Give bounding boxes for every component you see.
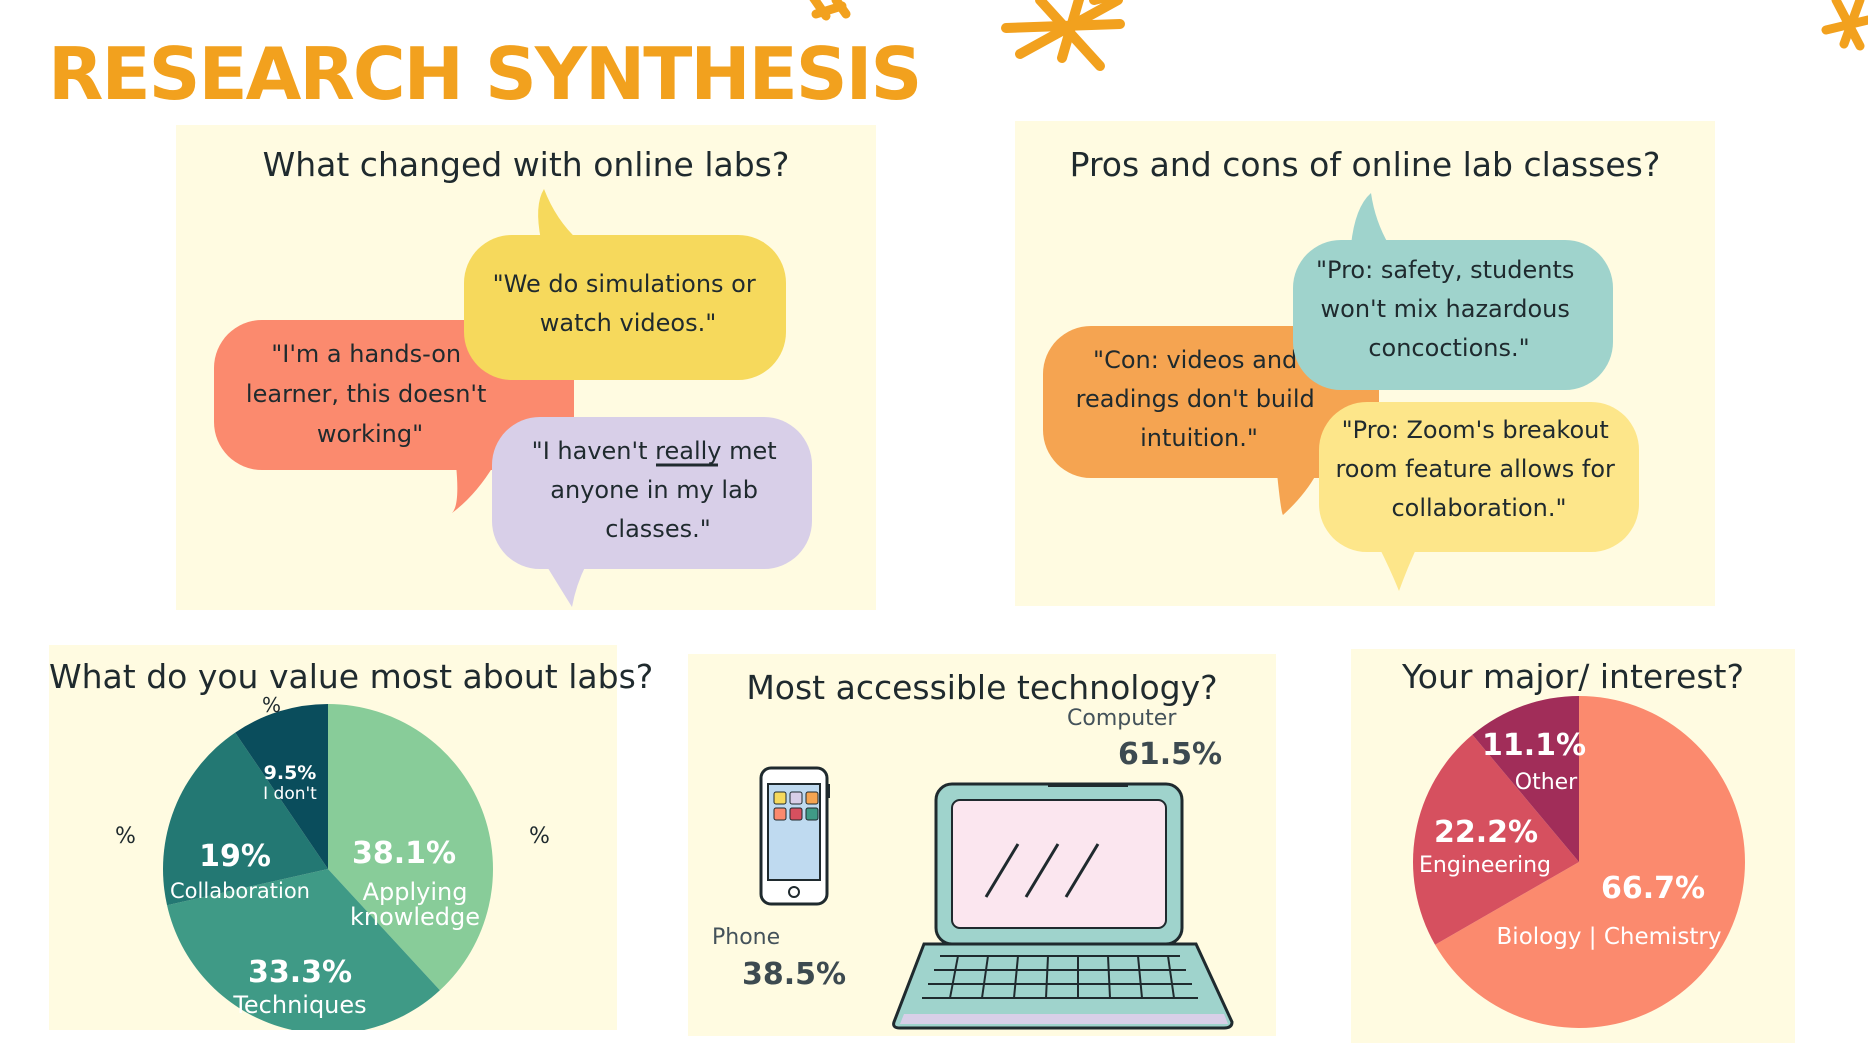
quote-line: "Con: videos and	[1093, 346, 1297, 374]
star-icon	[809, 0, 851, 21]
quote-line: "I haven't really met	[532, 437, 777, 465]
pie-category-label: Applying	[363, 878, 468, 906]
pros-cons-panel: Pros and cons of online lab classes? "Co…	[1015, 121, 1715, 606]
pie-slice	[167, 869, 440, 1030]
speech-bubble-pro-zoom: "Pro: Zoom's breakout room feature allow…	[1319, 402, 1639, 591]
quote-line: classes."	[605, 515, 711, 543]
values-pie-title: What do you value most about labs?	[49, 657, 654, 696]
star-icon	[1821, 0, 1868, 51]
quote-line: "We do simulations or	[493, 270, 756, 298]
pie-value-label: 19%	[199, 839, 271, 874]
stray-percent-label: %	[115, 824, 136, 849]
speech-bubble-pro-safety: "Pro: safety, students won't mix hazardo…	[1293, 193, 1613, 390]
pie-category-label: I don't	[263, 784, 317, 804]
stray-percent-label: %	[262, 693, 281, 717]
pie-category-label: Techniques	[232, 991, 366, 1019]
pie-category-label: Other	[1515, 770, 1578, 795]
pie-value-label: 38.1%	[352, 836, 456, 871]
quote-line: working"	[317, 420, 423, 448]
pie-value-label: 9.5%	[264, 762, 317, 784]
phone-icon	[759, 766, 830, 906]
svg-text:"Pro: safety, students: "Pro: safety, students won't mix hazardo…	[1316, 256, 1582, 362]
speech-bubble-simulations: "We do simulations or watch videos."	[464, 189, 786, 380]
pie-category-label: knowledge	[350, 903, 480, 931]
phone-value: 38.5%	[742, 957, 846, 992]
svg-text:"I haven't really met: "I haven't really met anyone in my lab c…	[532, 437, 785, 543]
pie-value-label: 22.2%	[1434, 815, 1538, 850]
star-icon	[1001, 0, 1125, 71]
technology-panel: Most accessible technology?	[688, 654, 1276, 1036]
quote-line: watch videos."	[540, 309, 717, 337]
quote-line: concoctions."	[1368, 334, 1529, 362]
quote-line: anyone in my lab	[550, 476, 758, 504]
computer-value: 61.5%	[1118, 737, 1222, 772]
quote-line: room feature allows for	[1335, 455, 1615, 483]
pie-slice	[328, 704, 493, 991]
major-panel: Your major/ interest? 66.7% Biology | Che…	[1351, 649, 1795, 1043]
phone-label: Phone	[712, 925, 780, 950]
page-title: RESEARCH SYNTHESIS	[48, 32, 922, 116]
pros-cons-title: Pros and cons of online lab classes?	[1069, 145, 1661, 184]
pie-slice	[1413, 734, 1579, 945]
svg-text:"I'm a hands-on lear: "I'm a hands-on learner, this doesn't wo…	[246, 340, 494, 448]
quote-line: "Pro: safety, students	[1316, 256, 1574, 284]
quote-line: "I'm a hands-on	[271, 340, 461, 368]
quote-line: won't mix hazardous	[1321, 295, 1570, 323]
quote-line: "Pro: Zoom's breakout	[1342, 416, 1609, 444]
pie-value-label: 33.3%	[248, 955, 352, 990]
pie-slice	[235, 704, 328, 869]
pie-slice	[1472, 696, 1579, 862]
pie-value-label: 66.7%	[1601, 871, 1705, 906]
online-labs-panel: What changed with online labs? "I'm a ha…	[176, 125, 876, 610]
pie-slice	[163, 732, 328, 906]
technology-title: Most accessible technology?	[746, 668, 1218, 707]
pie-category-label: Engineering	[1419, 853, 1551, 878]
stray-percent-label: %	[529, 824, 550, 849]
technology-graphic: Computer 61.5% Phone 38.5%	[712, 706, 1234, 1030]
pie-category-label: Biology | Chemistry	[1497, 924, 1722, 950]
major-pie-chart: 66.7% Biology | Chemistry 22.2% Engineering…	[1413, 696, 1745, 1028]
pie-category-label: Collaboration	[170, 879, 310, 903]
values-panel: What do you value most about labs? 38.1%…	[49, 645, 654, 1030]
computer-label: Computer	[1067, 706, 1177, 731]
svg-text:"Con: videos and rea: "Con: videos and readings don't build in…	[1076, 346, 1323, 452]
svg-text:"Pro: Zoom's breakout: "Pro: Zoom's breakout room feature allow…	[1335, 416, 1622, 522]
pie-slice	[1435, 696, 1745, 1028]
major-pie-title: Your major/ interest?	[1402, 657, 1744, 696]
svg-text:"We do simulations or: "We do simulations or watch videos."	[493, 270, 764, 337]
pros-cons-bubbles: "Con: videos and readings don't build in…	[1043, 193, 1639, 591]
quote-line: learner, this doesn't	[246, 380, 487, 408]
major-pie-group: 66.7% Biology | Chemistry 22.2% Engineering…	[1413, 696, 1745, 1028]
quote-line: collaboration."	[1391, 494, 1566, 522]
pie-value-label: 11.1%	[1482, 728, 1586, 763]
online-labs-bubbles: "I'm a hands-on learner, this doesn't wo…	[214, 189, 812, 607]
laptop-icon	[892, 782, 1234, 1030]
quote-line: readings don't build	[1076, 385, 1315, 413]
speech-bubble-met-anyone: "I haven't really met anyone in my lab c…	[492, 417, 812, 607]
quote-line: intuition."	[1140, 424, 1258, 452]
speech-bubble-con-videos: "Con: videos and readings don't build in…	[1043, 326, 1379, 515]
online-labs-title: What changed with online labs?	[262, 145, 790, 184]
